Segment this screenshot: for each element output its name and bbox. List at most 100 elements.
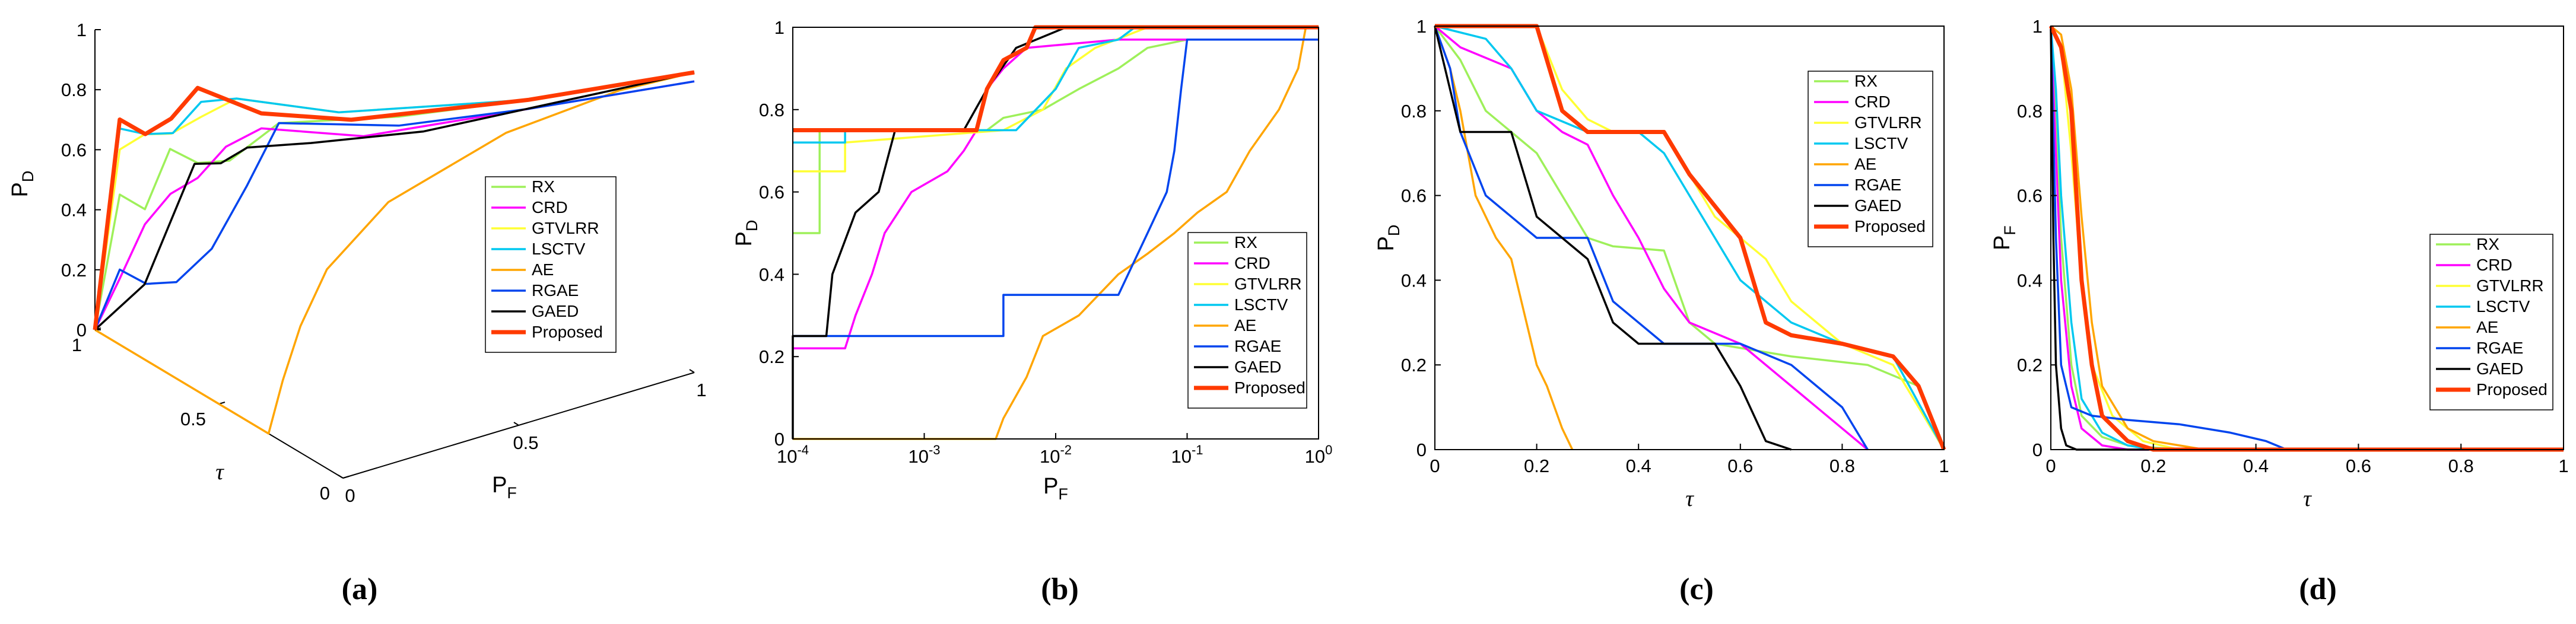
caption-a: (a) <box>342 572 378 606</box>
y-tick-label: 0.4 <box>2017 270 2043 291</box>
series-line-rgae <box>793 39 1319 338</box>
series-line-gaed <box>94 71 695 331</box>
y-tick-label: 0.6 <box>2017 186 2043 206</box>
y-tick-label: 0.2 <box>759 346 784 367</box>
legend-label-gaed: GAED <box>1854 196 1901 215</box>
pd-tick-label: 0 <box>77 320 87 340</box>
series-line-crd <box>94 80 695 330</box>
x-tick-label: 10-3 <box>908 442 940 467</box>
y-tick-label: 0.2 <box>1401 355 1427 375</box>
legend-label-crd: CRD <box>532 198 568 217</box>
pf-tick-label: 1 <box>696 380 706 400</box>
tau-tick-mark <box>342 476 350 479</box>
x-tick-label: 0 <box>1430 456 1440 476</box>
legend-label-ae: AE <box>1234 316 1256 335</box>
caption-b: (b) <box>1041 572 1079 606</box>
legend-box <box>485 176 617 353</box>
tau-tick-label: 1 <box>72 335 82 355</box>
legend-label-proposed: Proposed <box>532 323 603 341</box>
legend-box <box>1808 71 1933 247</box>
pd-axis-label: PD <box>8 171 37 198</box>
x-tick-label: 0.4 <box>1626 456 1651 476</box>
legend-label-rgae: RGAE <box>2476 339 2523 357</box>
y-axis-label: PF <box>1990 225 2019 250</box>
x-tick-label: 0.4 <box>2243 456 2269 476</box>
legend-label-ae: AE <box>1854 155 1876 173</box>
x-tick-label: 0.6 <box>1727 456 1753 476</box>
series-line-rgae <box>2050 26 2564 451</box>
panel-a: 00.20.40.60.8100.5100.51PFτPDRXCRDGTVLRR… <box>8 20 707 506</box>
panel-b: 0 0.2 0.4 0.6 0.8 1 10-4 10-3 10-2 10-1 100 PF PD RX C… <box>732 17 1332 503</box>
legend-label-rgae: RGAE <box>532 281 579 300</box>
pf-axis-label: PF <box>492 473 517 502</box>
y-tick-label: 0 <box>1416 440 1427 460</box>
series-line-ae <box>2050 25 2564 451</box>
legend-label-lsctv: LSCTV <box>532 240 586 258</box>
legend-label-proposed: Proposed <box>2476 380 2548 399</box>
x-axis-label: τ <box>1685 486 1694 511</box>
pd-tick-label: 1 <box>77 20 87 40</box>
series-line-rgae <box>1434 26 1869 450</box>
legend-label-ae: AE <box>532 260 554 279</box>
pd-tick-label: 0.2 <box>61 260 87 281</box>
pf-tick-label: 0 <box>345 485 355 506</box>
x-tick-label: 100 <box>1305 442 1333 467</box>
x-axis-label: τ <box>2303 486 2312 511</box>
legend-label-crd: CRD <box>1854 93 1891 111</box>
y-tick-label: 0.6 <box>759 182 784 203</box>
legend-label-rx: RX <box>1234 233 1257 251</box>
tau-tick-label: 0.5 <box>180 409 206 429</box>
y-axis-label: PD <box>1374 225 1403 251</box>
y-tick-label: 0.4 <box>1401 270 1427 291</box>
legend-label-lsctv: LSCTV <box>1854 134 1908 152</box>
pf-tick-mark <box>513 422 519 426</box>
legend-label-gtvlrr: GTVLRR <box>532 219 599 237</box>
y-tick-label: 1 <box>2032 16 2043 37</box>
series-line-lsctv <box>1434 25 1945 450</box>
legend-label-gtvlrr: GTVLRR <box>2476 276 2544 295</box>
legend-label-lsctv: LSCTV <box>2476 297 2530 316</box>
x-tick-label: 10-2 <box>1040 442 1072 467</box>
y-tick-label: 0.8 <box>1401 101 1427 122</box>
x-tick-label: 0.6 <box>2346 456 2371 476</box>
legend-label-gaed: GAED <box>1234 358 1281 376</box>
panel-c: 0 0.2 0.4 0.6 0.8 1 0 0.2 0.4 0.6 0.8 1 τ PD RX CRD GTVL… <box>1374 16 1949 511</box>
x-tick-label: 0 <box>2045 456 2056 476</box>
series-line-lsctv <box>793 26 1319 144</box>
pd-tick-label: 0.8 <box>61 79 87 100</box>
series-line-gtvlrr <box>793 26 1319 173</box>
legend-label-crd: CRD <box>1234 254 1270 272</box>
tau-axis-label: τ <box>215 460 224 485</box>
series-line-ae <box>793 26 1319 440</box>
legend-label-rx: RX <box>2476 235 2499 253</box>
y-tick-label: 0 <box>774 429 784 450</box>
y-tick-label: 0.6 <box>1401 186 1427 206</box>
caption-d: (d) <box>2299 572 2337 606</box>
y-tick-label: 0.8 <box>2017 101 2043 122</box>
plot-frame <box>1434 26 1945 450</box>
legend-label-ae: AE <box>2476 318 2498 336</box>
legend-label-lsctv: LSCTV <box>1234 295 1288 314</box>
series-line-gtvlrr <box>1435 25 1945 450</box>
x-tick-label: 10-4 <box>777 442 809 467</box>
legend-label-proposed: Proposed <box>1854 217 1926 235</box>
legend-label-gtvlrr: GTVLRR <box>1234 275 1302 293</box>
pd-tick-label: 0.6 <box>61 139 87 160</box>
y-axis-label: PD <box>732 220 761 247</box>
series-line-ae <box>94 71 695 435</box>
y-tick-label: 0.8 <box>759 100 784 120</box>
legend-label-rgae: RGAE <box>1234 337 1281 355</box>
y-tick-label: 0.4 <box>759 264 784 285</box>
x-axis-label: PF <box>1043 474 1068 503</box>
pf-tick-mark <box>689 369 695 373</box>
series-line-rgae <box>94 80 695 330</box>
series-line-proposed <box>93 70 695 330</box>
y-tick-label: 0 <box>2032 440 2043 460</box>
legend-label-gaed: GAED <box>532 302 579 320</box>
legend-box <box>2429 234 2553 410</box>
x-tick-label: 0.8 <box>1829 456 1855 476</box>
y-tick-label: 0.2 <box>2017 355 2043 375</box>
series-line-proposed <box>1435 24 1946 451</box>
series-line-gaed <box>792 26 1319 439</box>
